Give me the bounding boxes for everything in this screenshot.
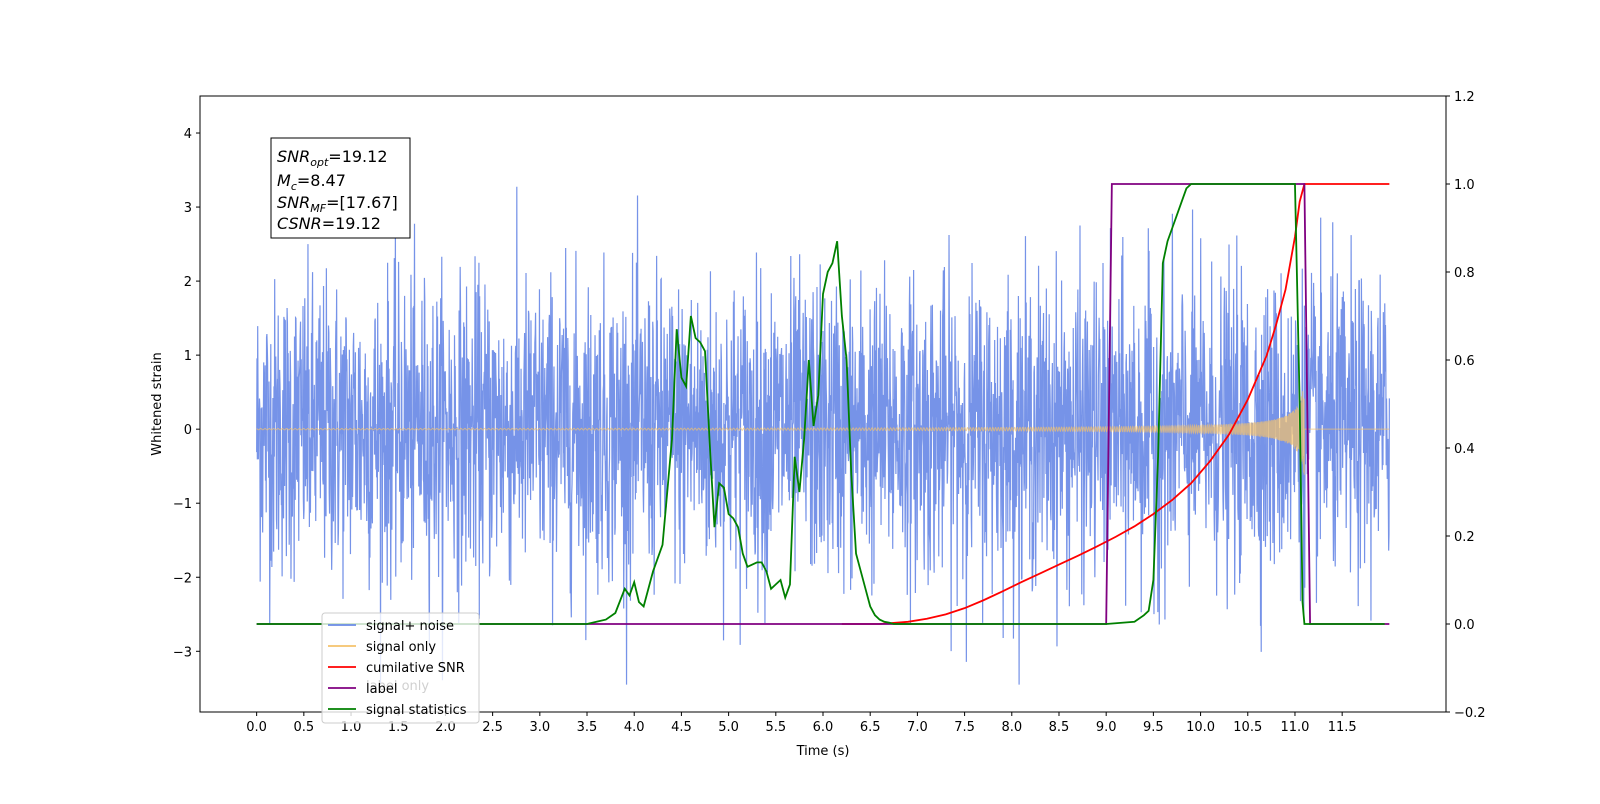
- y-left-tick-label: 2: [184, 275, 192, 290]
- legend: label only signal+ noise signal only cumil…: [321, 612, 480, 724]
- x-axis-label: Time (s): [796, 744, 850, 759]
- x-tick-label: 1.0: [341, 720, 362, 735]
- y-right-tick-label: 0.6: [1454, 354, 1475, 369]
- x-tick-label: 10.0: [1186, 720, 1215, 735]
- x-tick-label: 5.0: [718, 720, 739, 735]
- y-left-tick-label: 0: [184, 423, 192, 438]
- x-tick-label: 11.0: [1280, 720, 1309, 735]
- x-tick-label: 2.5: [482, 720, 503, 735]
- x-tick-label: 0.5: [293, 720, 314, 735]
- x-tick-label: 3.0: [529, 720, 550, 735]
- x-tick-label: 3.5: [577, 720, 598, 735]
- annotation-line-3: SNRMF=[17.67]: [277, 193, 398, 215]
- signal-noise-series: [256, 186, 1390, 685]
- legend-label: signal+ noise: [366, 619, 454, 634]
- y-left-tick-label: −2: [173, 571, 192, 586]
- x-tick-label: 5.5: [765, 720, 786, 735]
- legend-label: signal only: [366, 640, 436, 655]
- left-y-axis-ticks: −3 −2 −1 0 1 2 3 4: [173, 127, 200, 660]
- x-tick-label: 7.5: [954, 720, 975, 735]
- y-left-tick-label: −1: [173, 497, 192, 512]
- y-right-tick-label: −0.2: [1454, 706, 1486, 721]
- x-tick-label: 4.0: [624, 720, 645, 735]
- y-left-tick-label: 3: [184, 201, 192, 216]
- x-tick-label: 10.5: [1233, 720, 1262, 735]
- y-right-tick-label: 0.8: [1454, 266, 1475, 281]
- x-tick-label: 2.0: [435, 720, 456, 735]
- noise-line: [256, 186, 1390, 685]
- right-y-axis-ticks: −0.2 0.0 0.2 0.4 0.6 0.8 1.0 1.2: [1446, 90, 1486, 721]
- annotation-box: SNRopt=19.12 Mc=8.47 SNRMF=[17.67] CSNR=…: [270, 137, 411, 239]
- x-tick-label: 8.5: [1049, 720, 1070, 735]
- x-tick-label: 0.0: [246, 720, 267, 735]
- y-right-tick-label: 1.2: [1454, 90, 1475, 105]
- y-right-tick-label: 1.0: [1454, 178, 1475, 193]
- y-right-tick-label: 0.0: [1454, 618, 1475, 633]
- y-left-tick-label: 1: [184, 349, 192, 364]
- x-tick-label: 11.5: [1328, 720, 1357, 735]
- legend-label: signal statistics: [366, 703, 467, 718]
- legend-label: label: [366, 682, 397, 697]
- x-tick-label: 9.5: [1143, 720, 1164, 735]
- legend-label: cumilative SNR: [366, 661, 465, 676]
- x-tick-label: 8.0: [1001, 720, 1022, 735]
- x-tick-label: 7.0: [907, 720, 928, 735]
- annotation-line-2: Mc=8.47: [277, 171, 346, 193]
- y-right-tick-label: 0.2: [1454, 530, 1475, 545]
- x-tick-label: 6.5: [860, 720, 881, 735]
- legend-ghost-text: label only: [366, 679, 429, 694]
- signal-only-series: [256, 391, 1390, 475]
- y-axis-label: Whitened strain: [150, 352, 165, 455]
- annotation-line-4: CSNR=19.12: [277, 214, 381, 233]
- x-tick-label: 6.0: [813, 720, 834, 735]
- y-left-tick-label: −3: [173, 645, 192, 660]
- y-left-tick-label: 4: [184, 127, 192, 142]
- signal-line: [256, 391, 1390, 475]
- x-axis-ticks: 0.0 0.5 1.0 1.5 2.0 2.5 3.0 3.5 4.0 4.5 5.0 5.5 6.0 6…: [246, 712, 1357, 735]
- x-tick-label: 4.5: [671, 720, 692, 735]
- y-right-tick-label: 0.4: [1454, 442, 1475, 457]
- signal-statistics-line: [256, 183, 1385, 625]
- annotation-line-1: SNRopt=19.12: [277, 147, 388, 169]
- x-tick-label: 9.0: [1096, 720, 1117, 735]
- x-tick-label: 1.5: [388, 720, 409, 735]
- right-axis-series: [256, 183, 1390, 625]
